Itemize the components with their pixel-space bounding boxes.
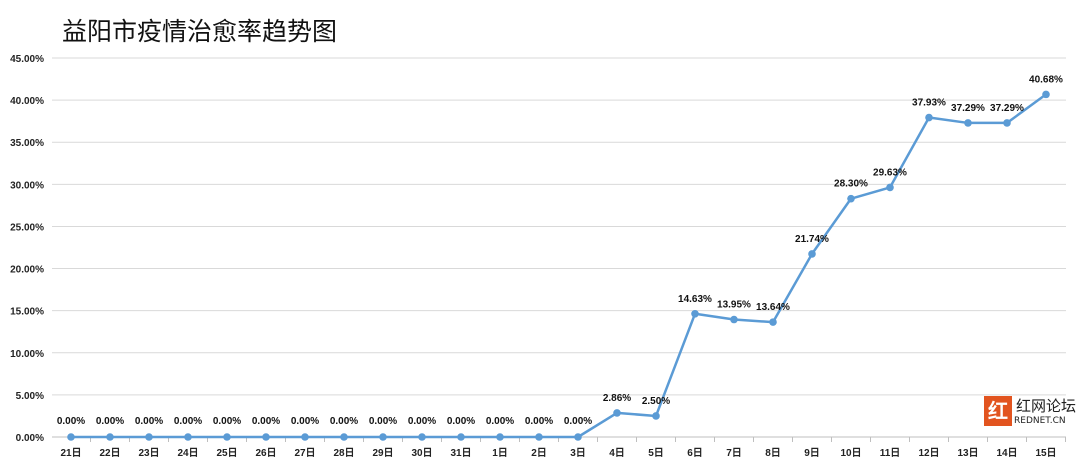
data-label: 0.00%	[57, 416, 85, 427]
data-label: 0.00%	[135, 416, 163, 427]
x-tick-label: 27日	[294, 447, 315, 459]
x-tick-label: 26日	[255, 447, 276, 459]
x-tick-label: 31日	[450, 447, 471, 459]
x-tick-label: 29日	[372, 447, 393, 459]
data-label: 0.00%	[96, 416, 124, 427]
x-tick-label: 28日	[333, 447, 354, 459]
watermark-site: REDNET.CN	[1014, 416, 1066, 426]
chart-title: 益阳市疫情治愈率趋势图	[62, 17, 338, 46]
data-point	[730, 315, 738, 324]
data-point	[184, 433, 192, 441]
data-point	[145, 433, 153, 441]
x-tick-label: 10日	[840, 447, 861, 459]
data-label: 28.30%	[834, 179, 868, 190]
data-point	[613, 409, 621, 417]
x-tick-label: 24日	[177, 447, 198, 459]
data-point	[691, 309, 699, 318]
data-label: 21.74%	[795, 234, 829, 245]
data-label: 0.00%	[447, 416, 475, 427]
data-label: 0.00%	[330, 416, 358, 427]
data-label: 0.00%	[408, 416, 436, 427]
x-tick-label: 21日	[60, 447, 81, 459]
data-label: 14.63%	[678, 294, 712, 305]
data-point	[964, 119, 972, 127]
x-tick-label: 12日	[918, 447, 939, 459]
watermark: 红 红网论坛 REDNET.CN	[982, 392, 1077, 430]
x-tick-label: 6日	[687, 447, 703, 459]
data-point	[769, 318, 777, 326]
y-tick-label: 10.00%	[10, 349, 44, 360]
y-tick-label: 5.00%	[16, 391, 44, 402]
x-tick-label: 13日	[957, 447, 978, 459]
x-tick-label: 3日	[570, 447, 586, 459]
data-point	[340, 433, 348, 441]
y-tick-label: 45.00%	[10, 54, 44, 65]
data-point	[1003, 119, 1011, 127]
data-label: 40.68%	[1029, 74, 1063, 85]
data-point	[106, 433, 114, 441]
data-point	[886, 183, 894, 192]
data-label: 0.00%	[174, 416, 202, 427]
x-tick-label: 7日	[726, 447, 742, 459]
rednet-logo-icon: 红	[984, 396, 1012, 426]
data-label: 2.86%	[603, 393, 631, 404]
data-point	[496, 433, 504, 441]
data-label: 0.00%	[291, 416, 319, 427]
x-tick-label: 11日	[880, 447, 901, 459]
data-point	[301, 433, 309, 441]
data-label: 0.00%	[252, 416, 280, 427]
x-tick-label: 25日	[216, 447, 237, 459]
data-point	[652, 412, 660, 420]
y-tick-label: 15.00%	[10, 307, 44, 318]
watermark-text: 红网论坛	[1016, 397, 1077, 415]
data-point	[418, 433, 426, 441]
data-point	[925, 113, 933, 122]
data-label: 0.00%	[564, 416, 592, 427]
x-tick-label: 2日	[531, 447, 547, 459]
data-point	[535, 433, 543, 441]
data-point	[457, 433, 465, 441]
data-label: 13.95%	[717, 300, 751, 311]
y-tick-label: 30.00%	[10, 180, 44, 191]
data-label: 0.00%	[525, 416, 553, 427]
data-label: 29.63%	[873, 167, 907, 178]
data-point	[1042, 90, 1050, 99]
data-label: 0.00%	[369, 416, 397, 427]
y-tick-label: 35.00%	[10, 138, 44, 149]
data-label: 0.00%	[486, 416, 514, 427]
x-tick-label: 5日	[648, 447, 664, 459]
x-tick-label: 30日	[411, 447, 432, 459]
data-point	[808, 250, 816, 258]
data-point	[223, 433, 231, 441]
data-point	[67, 433, 75, 441]
data-point	[262, 433, 270, 441]
data-label: 37.29%	[951, 103, 985, 114]
series-line	[71, 93, 1047, 439]
y-tick-label: 20.00%	[10, 265, 44, 276]
data-point	[379, 433, 387, 441]
x-tick-label: 4日	[609, 447, 625, 459]
x-tick-label: 15日	[1035, 447, 1056, 459]
data-label: 37.29%	[990, 103, 1024, 114]
data-label: 0.00%	[213, 416, 241, 427]
x-tick-label: 22日	[99, 447, 120, 459]
y-tick-label: 25.00%	[10, 222, 44, 233]
y-tick-label: 0.00%	[16, 433, 44, 444]
data-label: 2.50%	[642, 396, 670, 407]
x-tick-label: 1日	[492, 447, 508, 459]
data-label: 13.64%	[756, 302, 790, 313]
x-tick-label: 23日	[138, 447, 159, 459]
data-label: 37.93%	[912, 98, 946, 109]
data-point	[574, 433, 582, 441]
x-tick-label: 9日	[804, 447, 820, 459]
y-tick-label: 40.00%	[10, 96, 44, 107]
x-tick-label: 8日	[765, 447, 781, 459]
x-tick-label: 14日	[996, 447, 1017, 459]
data-point	[847, 194, 855, 203]
